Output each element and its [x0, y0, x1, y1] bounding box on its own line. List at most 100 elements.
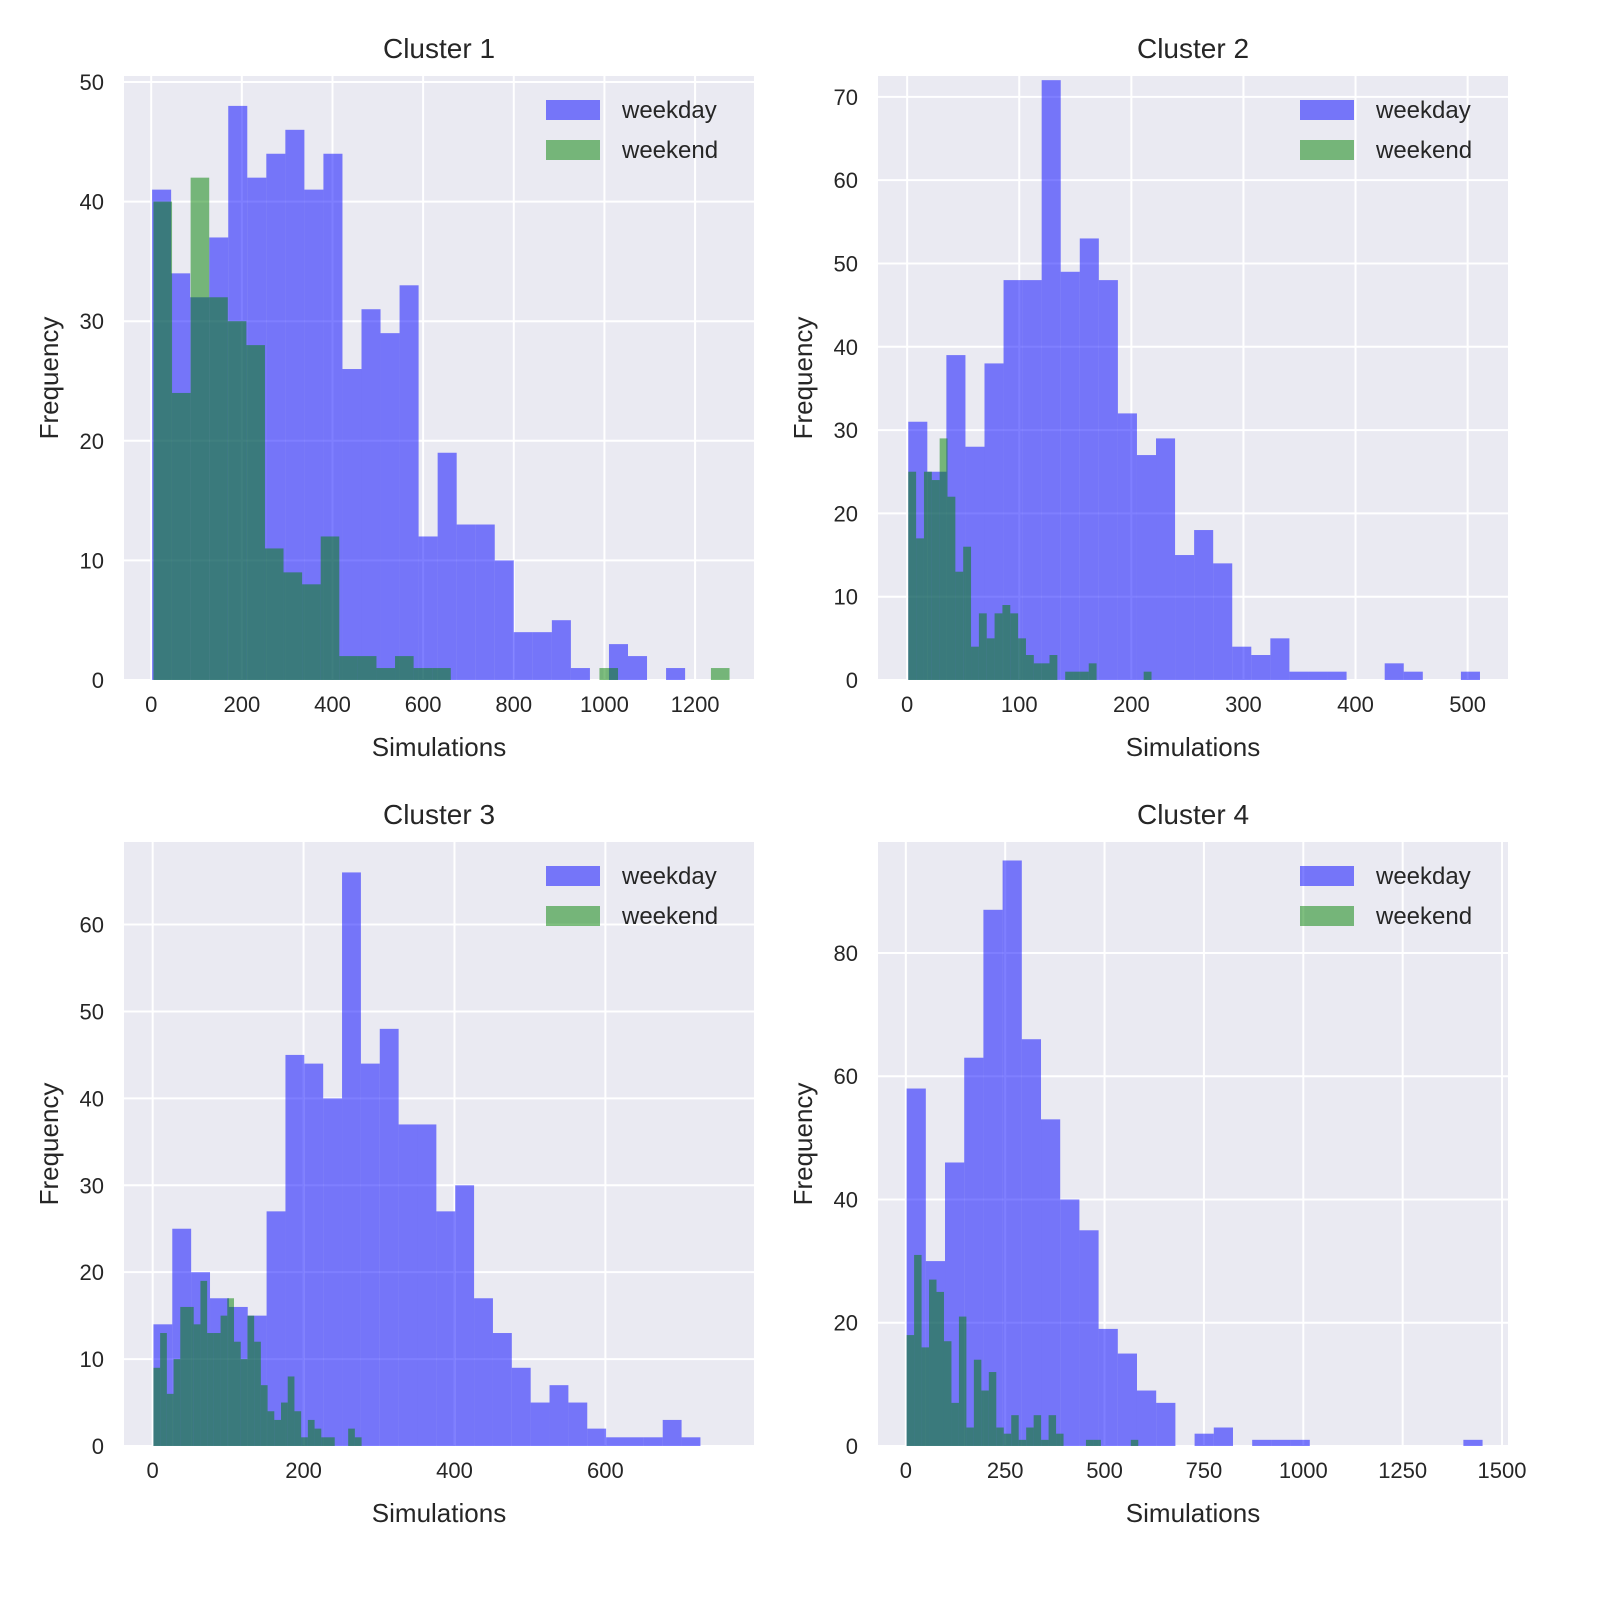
weekend-bar	[240, 1359, 248, 1446]
weekend-bar	[994, 613, 1003, 680]
weekday-bar	[1270, 638, 1290, 680]
weekend-bar	[986, 638, 995, 680]
x-tick-label: 1250	[1378, 1458, 1427, 1483]
weekend-bar	[307, 1419, 315, 1446]
legend: weekday weekend	[1300, 863, 1472, 930]
legend-swatch-weekend	[1300, 906, 1354, 926]
weekday-bar	[1460, 671, 1480, 680]
weekday-bar	[1251, 655, 1271, 680]
y-tick-label: 30	[80, 309, 104, 334]
weekday-bar	[1232, 646, 1252, 680]
weekday-bar	[570, 668, 590, 680]
weekday-bar	[1384, 663, 1404, 680]
y-tick-label: 50	[80, 70, 104, 95]
weekend-bar	[1003, 1433, 1012, 1446]
chart-title: Cluster 1	[383, 33, 495, 64]
weekend-bar	[321, 1437, 329, 1446]
weekend-bar	[328, 1437, 335, 1446]
legend: weekday weekend	[1300, 97, 1472, 164]
subplot-3: 0 200 400 600 0 10 20 30 40 50 60 Cluster 3 Simulati…	[34, 799, 754, 1528]
y-tick-label: 20	[80, 429, 104, 454]
y-axis-label: Frequency	[788, 1083, 818, 1206]
x-axis-label: Simulations	[1126, 1498, 1260, 1528]
y-axis-label: Frequency	[34, 1083, 64, 1206]
weekend-bar	[357, 656, 377, 680]
weekday-bar	[1136, 455, 1157, 680]
legend-label-weekend: weekend	[621, 903, 718, 930]
weekend-bar	[939, 438, 948, 680]
weekend-bar	[929, 1279, 937, 1446]
x-axis-label: Simulations	[372, 732, 506, 762]
weekend-bar	[1011, 1415, 1019, 1446]
x-axis-label: Simulations	[372, 1498, 506, 1528]
legend-label-weekday: weekday	[1375, 97, 1471, 124]
weekend-bar	[294, 1411, 302, 1446]
weekday-bar	[361, 309, 381, 680]
weekend-bar	[1026, 1427, 1034, 1446]
weekday-bar	[285, 129, 305, 680]
weekend-bar	[153, 1367, 161, 1446]
weekend-bar	[981, 1390, 989, 1446]
subplot-2: 0 100 200 300 400 500 0 10 20 30 40 50 60 70 Cluster 2…	[788, 33, 1508, 762]
weekend-bar	[1018, 638, 1026, 680]
weekday-bar	[1156, 1402, 1176, 1446]
weekday-bar	[475, 524, 495, 680]
legend-label-weekday: weekday	[621, 97, 717, 124]
weekday-bar	[662, 1419, 682, 1446]
weekend-bar	[339, 656, 358, 680]
weekend-bar	[160, 1333, 167, 1446]
weekend-bar	[599, 668, 619, 680]
x-tick-label: 0	[900, 1458, 912, 1483]
weekend-bar	[376, 668, 396, 680]
weekend-bar	[301, 1437, 308, 1446]
weekday-bar	[456, 524, 476, 680]
series-weekday	[908, 80, 1480, 680]
weekend-bar	[943, 1341, 952, 1446]
weekend-bar	[227, 1298, 235, 1446]
weekend-bar	[1088, 663, 1097, 680]
weekend-bar	[955, 571, 964, 680]
weekday-bar	[492, 1333, 512, 1446]
weekend-bar	[916, 538, 924, 680]
weekday-bar	[628, 656, 648, 680]
weekday-bar	[1136, 1390, 1157, 1446]
weekday-bar	[304, 1063, 324, 1446]
weekend-bar	[1073, 671, 1081, 680]
weekend-bar	[963, 546, 972, 680]
legend-swatch-weekend	[546, 906, 600, 926]
y-tick-label: 40	[80, 1086, 104, 1111]
x-tick-label: 400	[314, 692, 351, 717]
weekday-bar	[418, 536, 438, 680]
weekend-bar	[187, 1306, 194, 1446]
weekday-bar	[360, 1063, 380, 1446]
weekend-bar	[1033, 663, 1042, 680]
weekday-bar	[304, 189, 324, 680]
series-weekend	[906, 1254, 1139, 1446]
weekend-bar	[1018, 1439, 1027, 1446]
legend-label-weekend: weekend	[1375, 137, 1472, 164]
x-tick-label: 100	[1001, 692, 1038, 717]
weekday-bar	[474, 1298, 493, 1446]
weekday-bar	[624, 1437, 644, 1446]
weekend-bar	[432, 668, 451, 680]
weekend-bar	[274, 1419, 282, 1446]
weekday-bar	[1098, 280, 1118, 680]
weekday-bar	[1117, 413, 1137, 680]
weekend-bar	[936, 1291, 944, 1446]
weekday-bar	[532, 632, 552, 680]
y-tick-label: 20	[834, 501, 858, 526]
x-tick-label: 600	[405, 692, 442, 717]
weekend-bar	[1048, 1415, 1057, 1446]
x-tick-label: 200	[285, 1458, 322, 1483]
x-axis-label: Simulations	[1126, 732, 1260, 762]
y-axis-label: Frequency	[788, 317, 818, 440]
y-tick-label: 40	[834, 335, 858, 360]
weekend-bar	[320, 536, 340, 680]
weekend-bar	[1065, 671, 1074, 680]
chart-title: Cluster 4	[1137, 799, 1249, 830]
weekday-bar	[323, 1098, 343, 1446]
weekend-bar	[1041, 663, 1050, 680]
weekend-bar	[1041, 1439, 1049, 1446]
x-tick-label: 1000	[1279, 1458, 1328, 1483]
weekend-bar	[173, 1359, 181, 1446]
